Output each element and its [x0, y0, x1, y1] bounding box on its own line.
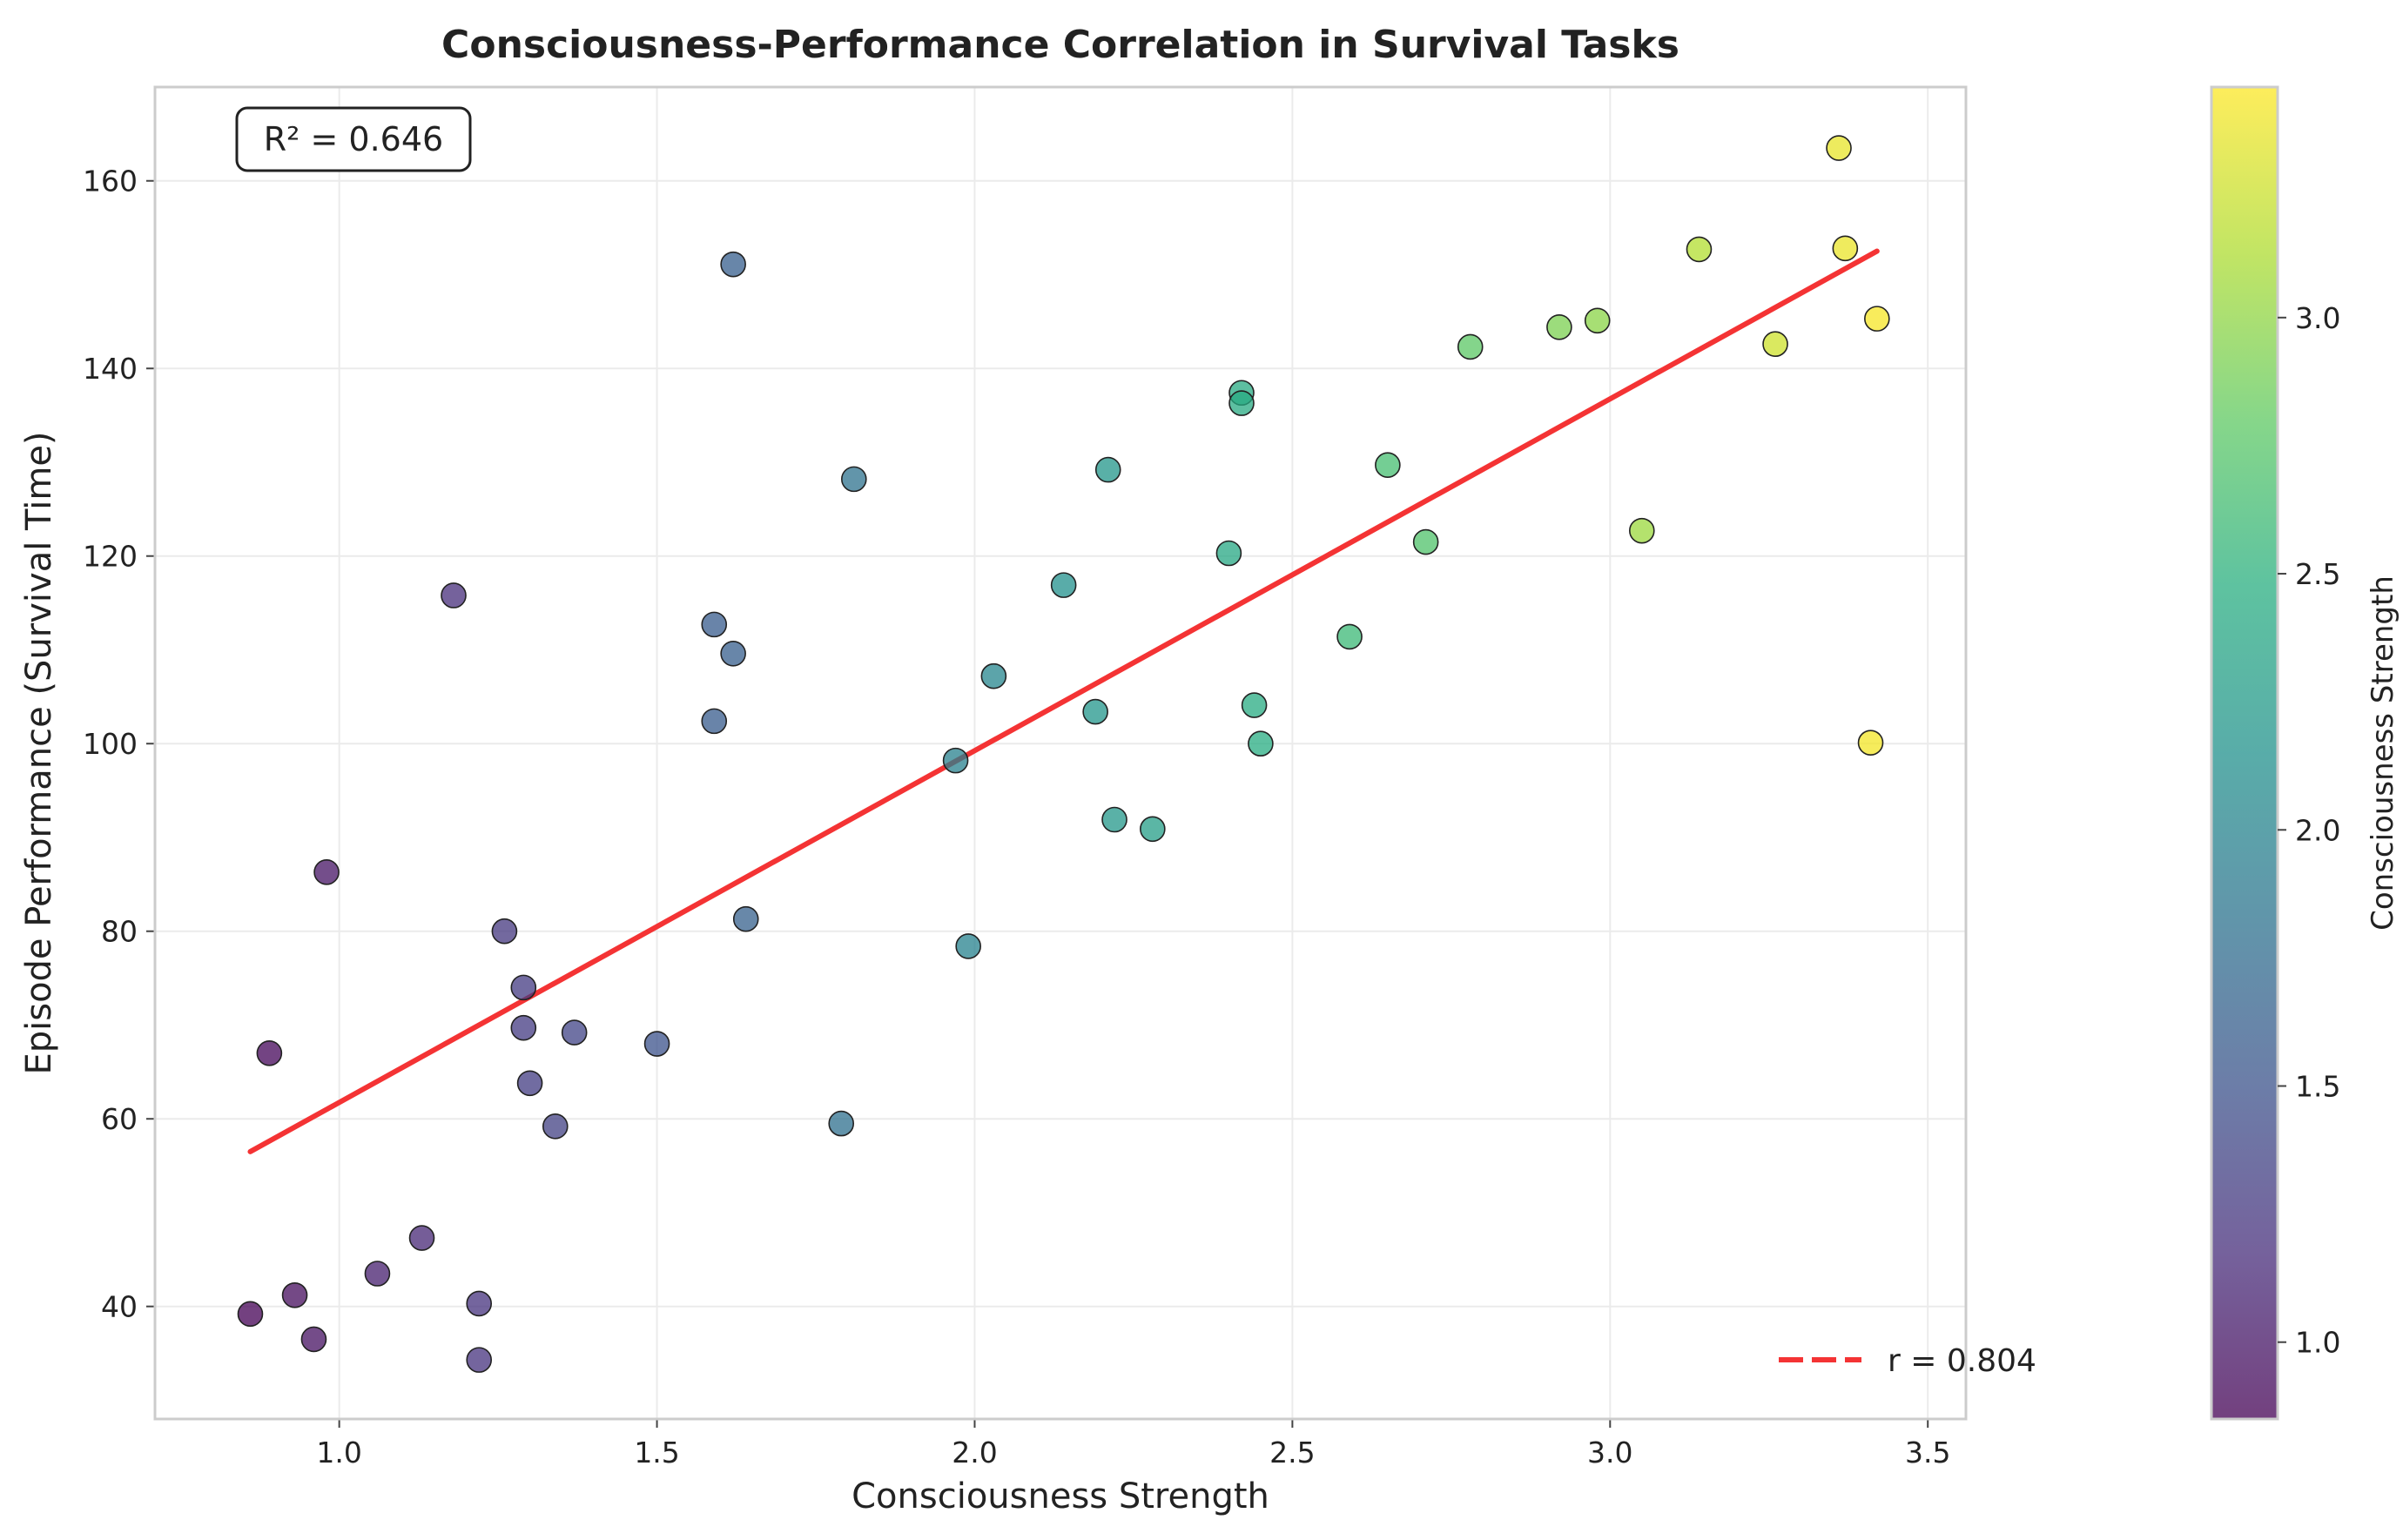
x-tick-label: 3.5: [1905, 1436, 1950, 1469]
scatter-point: [1546, 314, 1572, 340]
colorbar: 1.0 1.5 2.0 2.5 3.0 Consciousness Strength: [2210, 85, 2400, 1421]
scatter-point: [1050, 572, 1077, 598]
scatter-point: [1241, 692, 1268, 718]
colorbar-tick-label: 2.0: [2295, 813, 2340, 847]
scatter-point: [281, 1281, 308, 1308]
scatter-point: [701, 611, 728, 638]
annotation-box: [235, 106, 472, 172]
plot-frame: [153, 85, 1968, 1421]
scatter-point: [408, 1225, 435, 1251]
y-axis-ticks: 40 60 80 100 120 140 160: [83, 165, 155, 1324]
scatter-point: [980, 662, 1007, 689]
y-tick-label: 40: [101, 1290, 138, 1324]
scatter-point: [510, 1014, 537, 1041]
colorbar-label: Consciousness Strength: [2366, 575, 2400, 931]
scatter-point: [720, 640, 746, 667]
colorbar-ticks: 1.0 1.5 2.0 2.5 3.0: [2278, 301, 2340, 1360]
chart-title: Consciousness-Performance Correlation in…: [441, 23, 1679, 67]
scatter-point: [1412, 528, 1439, 555]
y-tick-label: 100: [83, 727, 138, 761]
colorbar-tick-label: 3.0: [2295, 301, 2340, 335]
scatter-point: [313, 859, 340, 885]
scatter-point: [1082, 698, 1108, 725]
y-tick-label: 140: [83, 352, 138, 386]
scatter-point: [1228, 390, 1255, 416]
scatter-point: [1628, 517, 1655, 544]
legend-label: r = 0.804: [1888, 1343, 2036, 1379]
scatter-point: [237, 1301, 264, 1328]
scatter-point: [1864, 306, 1890, 332]
trend-line: [247, 248, 1880, 1154]
scatter-point: [1215, 540, 1242, 567]
x-tick-label: 3.0: [1587, 1436, 1632, 1469]
colorbar-tick-label: 1.5: [2295, 1070, 2340, 1104]
x-tick-label: 2.5: [1269, 1436, 1315, 1469]
plot-background: [155, 87, 1966, 1419]
scatter-point: [1094, 456, 1121, 483]
scatter-point: [1336, 623, 1363, 650]
colorbar-tick-label: 2.5: [2295, 557, 2340, 591]
annotation-text: R² = 0.646: [264, 120, 443, 158]
r-squared-annotation: R² = 0.646: [235, 106, 472, 172]
scatter-point: [1248, 730, 1274, 757]
scatter-point: [942, 747, 969, 774]
scatter-point: [701, 708, 728, 735]
scatter-point: [542, 1113, 569, 1140]
x-tick-label: 1.5: [634, 1436, 679, 1469]
scatter-point: [1832, 235, 1859, 262]
scatter-point: [828, 1110, 855, 1137]
x-tick-label: 2.0: [952, 1436, 997, 1469]
y-tick-label: 60: [101, 1102, 138, 1136]
x-axis-ticks: 1.0 1.5 2.0 2.5 3.0 3.5: [316, 1419, 1950, 1469]
y-axis-label: Episode Performance (Survival Time): [19, 431, 59, 1074]
scatter-point: [300, 1326, 327, 1353]
x-tick-label: 1.0: [316, 1436, 361, 1469]
scatter-point: [732, 905, 759, 932]
scatter-point: [1686, 236, 1713, 263]
scatter-point: [466, 1347, 493, 1373]
scatter-point: [441, 582, 467, 609]
y-tick-label: 120: [83, 540, 138, 574]
scatter-point: [720, 251, 746, 278]
y-tick-label: 80: [101, 915, 138, 949]
scatter-point: [364, 1261, 391, 1287]
grid-lines: [155, 87, 1966, 1419]
scatter-point: [256, 1039, 283, 1066]
scatter-point: [1375, 452, 1401, 479]
scatter-point: [516, 1070, 543, 1097]
colorbar-gradient: [2211, 87, 2278, 1419]
scatter-point: [1762, 331, 1788, 358]
scatter-point: [1857, 730, 1884, 756]
scatter-point: [1101, 806, 1127, 833]
y-tick-label: 160: [83, 165, 138, 198]
colorbar-tick-label: 1.0: [2295, 1326, 2340, 1360]
scatter-point: [841, 466, 867, 493]
scatter-point: [1826, 135, 1852, 161]
scatter-point: [561, 1019, 588, 1046]
scatter-point: [1140, 816, 1166, 843]
scatter-point: [510, 974, 537, 1001]
scatter-point: [491, 918, 518, 945]
legend: r = 0.804: [1779, 1343, 2036, 1379]
x-axis-label: Consciousness Strength: [851, 1476, 1269, 1516]
scatter-point: [1457, 333, 1484, 360]
colorbar-frame: [2210, 85, 2279, 1421]
scatter-points: [237, 135, 1890, 1373]
scatter-point: [643, 1031, 670, 1057]
scatter-point: [955, 933, 981, 959]
scatter-point: [1584, 307, 1611, 334]
scatter-point: [466, 1290, 493, 1317]
